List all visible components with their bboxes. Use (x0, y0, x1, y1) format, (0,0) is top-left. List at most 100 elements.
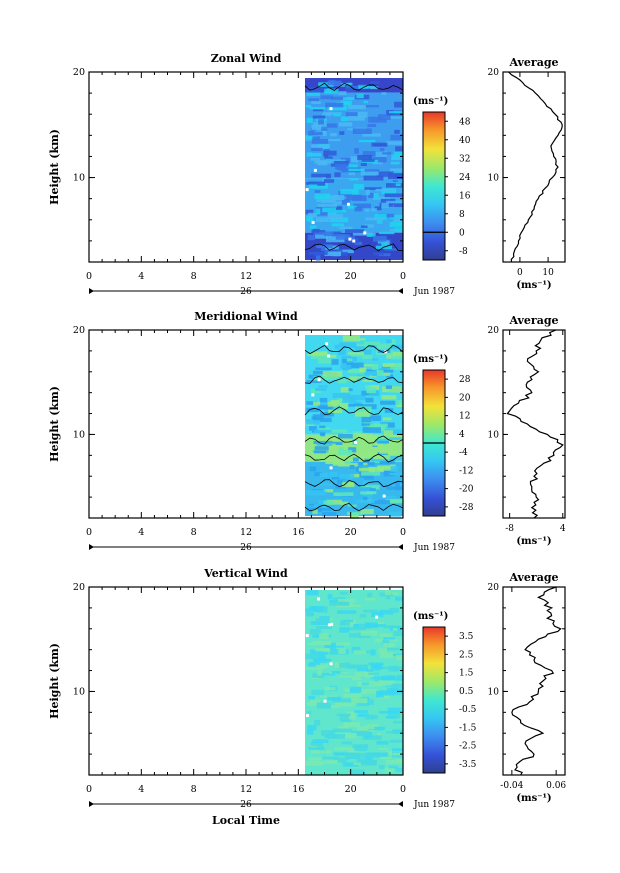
heatmap-cell (368, 157, 387, 163)
heatmap-cell (379, 148, 385, 154)
colorbar-tick-label: 48 (459, 117, 471, 127)
heatmap-cell (368, 681, 386, 687)
heatmap-cell (312, 228, 320, 233)
heatmap-cell (367, 726, 385, 731)
average-x-label: (ms⁻¹) (516, 536, 551, 547)
heatmap-cell (344, 87, 356, 93)
heatmap-cell (377, 239, 388, 244)
heatmap-cell (348, 170, 356, 176)
heatmap-cell (338, 725, 349, 731)
heatmap-cell (381, 366, 396, 369)
heatmap-cell (349, 464, 355, 470)
heatmap-cell (386, 113, 402, 116)
x-tick-label: 12 (240, 271, 252, 282)
x-tick-label: 4 (138, 784, 144, 795)
heatmap-cell (385, 750, 395, 756)
heatmap-cell (393, 351, 403, 358)
heatmap-cell (352, 457, 359, 462)
heatmap-cell (373, 455, 391, 460)
heatmap-cell (337, 165, 347, 171)
heatmap-cell (342, 482, 355, 488)
heatmap-cell (373, 252, 384, 256)
heatmap-cell (352, 744, 369, 749)
heatmap-cell (360, 491, 374, 495)
heatmap-cell (320, 456, 330, 460)
heatmap-cell (347, 378, 358, 381)
colorbar-tick-label: 0 (459, 228, 465, 238)
heatmap-cell (393, 173, 403, 179)
heatmap-cell (392, 179, 398, 183)
heatmap-cell (381, 92, 387, 95)
heatmap-cell (327, 696, 341, 701)
heatmap-cell (377, 465, 394, 471)
panel-2: Meridional Wind 20 10 Height (km) 0 4 8 12 16 20 0… (48, 310, 566, 553)
heatmap-cell (390, 688, 403, 693)
x-tick-label: 20 (345, 271, 357, 282)
heatmap-cell (388, 607, 399, 613)
colorbar-tick-label: 4 (459, 430, 465, 440)
heatmap-cell (329, 599, 345, 603)
heatmap-cell (317, 402, 327, 406)
heatmap-cell (382, 363, 401, 368)
heatmap-cell (385, 429, 403, 435)
heatmap-cell (312, 109, 324, 112)
heatmap-cell (339, 715, 349, 722)
heatmap-cell (332, 195, 345, 201)
heatmap-cell (322, 756, 338, 760)
heatmap-cell (347, 116, 365, 121)
y-tick-label: 10 (73, 429, 85, 440)
heatmap-cell (377, 350, 391, 353)
heatmap-cell (360, 508, 374, 515)
heatmap-cell (310, 649, 329, 655)
heatmap-cell (359, 338, 366, 341)
heatmap-cell (386, 486, 400, 490)
heatmap-cell (305, 209, 314, 215)
heatmap-cell (353, 650, 367, 655)
heatmap-cell (351, 354, 365, 357)
heatmap-cell (316, 208, 321, 215)
heatmap-cell (371, 363, 379, 370)
x-tick-label: 16 (292, 271, 304, 282)
heatmap-cell (348, 403, 363, 407)
heatmap-cell (338, 433, 357, 439)
heatmap-cell (324, 642, 344, 648)
average-title: Average (508, 571, 558, 584)
heatmap-cell (317, 204, 337, 208)
colorbar-tick-label: 3.5 (459, 632, 474, 642)
heatmap-gap (323, 699, 327, 703)
heatmap-cell (370, 415, 382, 421)
average-x-label: (ms⁻¹) (516, 793, 551, 804)
heatmap-cell (338, 91, 347, 96)
heatmap-cell (305, 104, 312, 108)
heatmap-cell (306, 91, 320, 96)
heatmap-cell (360, 171, 379, 176)
heatmap-cell (306, 407, 320, 413)
heatmap-cell (350, 473, 363, 478)
month-label: Jun 1987 (413, 287, 455, 297)
heatmap-cell (344, 366, 350, 371)
heatmap-cell (310, 356, 327, 359)
heatmap-cell (314, 450, 327, 454)
heatmap-cell (362, 426, 381, 433)
heatmap-cell (316, 443, 333, 446)
heatmap-cell (329, 217, 349, 223)
heatmap-cell (368, 466, 384, 473)
heatmap-cell (315, 648, 331, 652)
heatmap-cell (308, 212, 317, 218)
heatmap-cell (390, 338, 396, 345)
heatmap-cell (349, 686, 362, 693)
heatmap-cell (385, 716, 397, 719)
heatmap-cell (325, 499, 342, 505)
heatmap-cell (316, 483, 333, 486)
heatmap-cell (308, 757, 322, 761)
heatmap-cell (393, 151, 403, 156)
heatmap-cell (347, 352, 365, 355)
heatmap-cell (365, 189, 370, 196)
average-title: Average (508, 56, 558, 69)
heatmap-cell (324, 251, 342, 257)
heatmap-gap (325, 342, 329, 346)
heatmap-cell (364, 369, 377, 372)
x-tick-label: 20 (345, 784, 357, 795)
heatmap-cell (353, 203, 372, 209)
